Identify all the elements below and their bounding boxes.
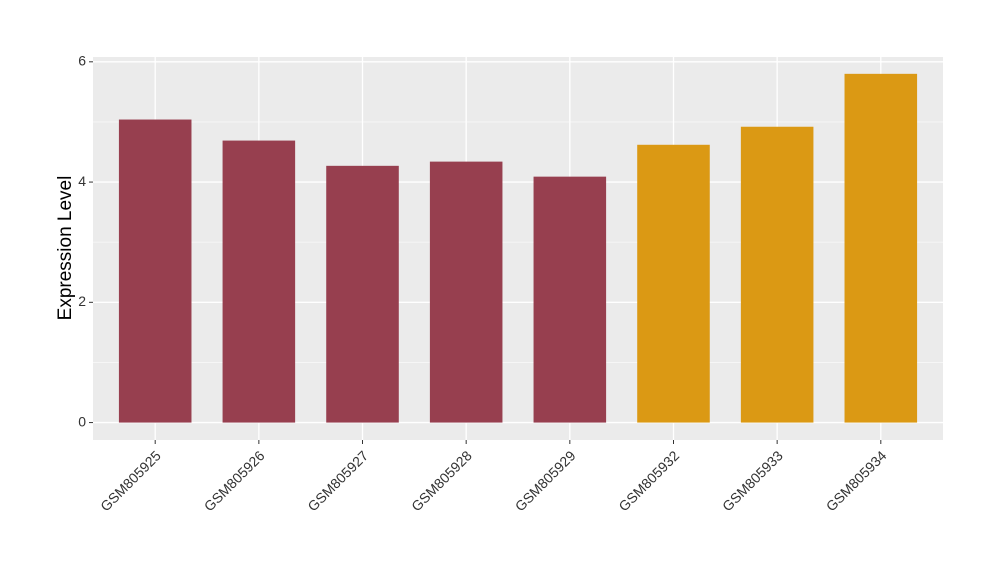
- bar: [637, 144, 710, 423]
- y-tick-label: 6: [78, 53, 86, 69]
- y-axis-label: Expression Level: [55, 176, 76, 321]
- x-tick-label: GSM805929: [512, 447, 579, 514]
- bar: [118, 119, 192, 423]
- bar: [429, 161, 503, 423]
- bar: [326, 165, 399, 423]
- y-tick-label: 4: [78, 173, 86, 189]
- x-tick-label: GSM805927: [304, 447, 371, 514]
- bar: [844, 73, 918, 423]
- bar: [740, 126, 814, 423]
- y-tick-label: 0: [78, 413, 86, 429]
- x-tick-label: GSM805926: [201, 447, 268, 514]
- panel: [93, 57, 943, 440]
- y-tick-label: 2: [78, 293, 86, 309]
- x-tick-label: GSM805928: [408, 447, 475, 514]
- bar: [222, 140, 296, 423]
- bar: [533, 176, 607, 423]
- x-tick-label: GSM805925: [97, 447, 164, 514]
- x-tick-label: GSM805934: [823, 447, 890, 514]
- x-tick-label: GSM805933: [719, 447, 786, 514]
- x-tick-label: GSM805932: [615, 447, 682, 514]
